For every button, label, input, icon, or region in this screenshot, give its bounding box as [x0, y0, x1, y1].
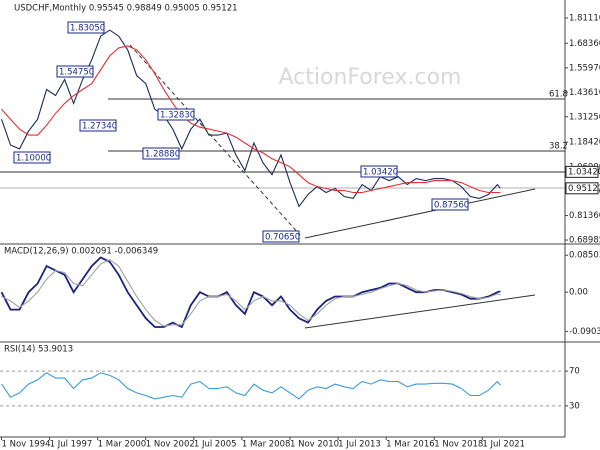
annotation: 1.83050: [70, 24, 105, 34]
x-tick-label: 1 Jul 2005: [194, 440, 237, 450]
annotation-box: [157, 108, 195, 121]
annotation: 1.03420: [363, 168, 398, 178]
y-tick-label: 70: [569, 367, 580, 377]
x-tick-label: 1 Nov 1994: [2, 440, 51, 450]
annotation-box: [79, 119, 117, 132]
annotation-box: [360, 165, 398, 178]
panel-title: MACD(12,26,9) 0.002091 -0.006349: [4, 247, 158, 257]
y-tick-label: 1.43610: [569, 88, 600, 98]
x-tick-label: 1 Mar 2016: [386, 440, 434, 450]
price-tag-box: [565, 182, 599, 195]
series-line: [1, 258, 501, 327]
price-tag-box: [565, 165, 599, 178]
annotation-box: [13, 151, 51, 164]
annotation: 0.70650: [265, 233, 300, 243]
y-tick-label: 1.68360: [569, 39, 600, 49]
x-tick-label: 1 Nov 2018: [434, 440, 483, 450]
annotation-box: [142, 147, 180, 160]
y-tick-label: 0.68985: [569, 236, 600, 246]
annotation: 1.54750: [59, 68, 94, 78]
annotation: 1.28880: [145, 150, 180, 160]
y-tick-label: 0.00: [569, 288, 588, 298]
y-tick-label: -0.090302: [569, 327, 600, 337]
annotation-box: [262, 230, 300, 243]
trend-line: [129, 44, 301, 236]
y-tick-label: 0.085032: [569, 251, 600, 261]
y-tick-label: 1.55970: [569, 63, 600, 73]
x-tick-label: 1 Nov 2002: [146, 440, 195, 450]
annotation: 0.87560: [434, 201, 469, 211]
trend-line: [304, 294, 536, 329]
price-tag: 1.03420: [568, 167, 600, 177]
annotation-box: [431, 198, 469, 211]
y-tick-label: 30: [569, 401, 580, 411]
series-line: [1, 45, 501, 194]
watermark: ActionForex.com: [279, 65, 462, 90]
series-layer: [0, 29, 501, 400]
x-tick-label: 1 Jul 1997: [50, 440, 93, 450]
annotation: 1.32830: [160, 111, 195, 121]
series-line: [0, 256, 501, 329]
panel-title: RSI(14) 53.9013: [4, 345, 73, 355]
x-tick-label: 1 Mar 2008: [242, 440, 290, 450]
y-tick-label: 1.81110: [569, 14, 600, 24]
fib-label: 61.8: [549, 90, 568, 100]
trend-line: [304, 188, 536, 239]
series-line: [1, 372, 501, 400]
x-tick-label: 1 Nov 2010: [290, 440, 339, 450]
annotation: 1.10000: [16, 154, 51, 164]
x-tick-label: 1 Mar 2000: [98, 440, 146, 450]
y-tick-label: 1.31250: [569, 112, 600, 122]
annotation: 1.27340: [82, 122, 117, 132]
fib-label: 38.2: [549, 142, 568, 152]
price-tag: 0.95121: [568, 184, 600, 194]
panel-title: USDCHF,Monthly 0.95545 0.98849 0.95005 0…: [14, 4, 238, 14]
x-tick-label: 1 Jul 2013: [338, 440, 381, 450]
x-tick-label: 1 Jul 2021: [482, 440, 525, 450]
annotations: 1.83050 1.54750 1.27340 1.10000 1.32830 …: [13, 21, 469, 243]
annotation-box: [56, 65, 94, 78]
annotation-box: [67, 21, 105, 34]
